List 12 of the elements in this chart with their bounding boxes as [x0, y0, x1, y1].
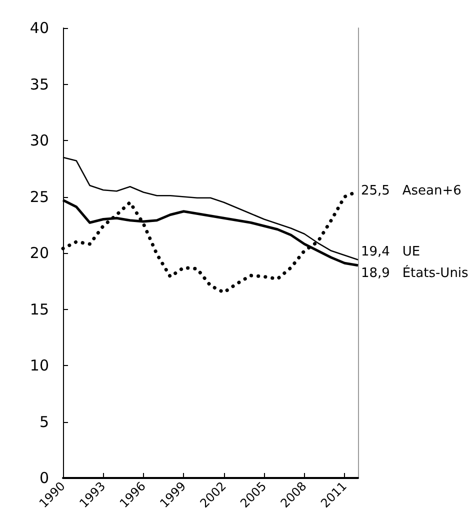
y-tick-label: 10: [30, 356, 49, 375]
y-tick-label: 30: [30, 132, 49, 150]
text: 18,9 États-Unis: [361, 266, 468, 281]
y-tick-label: 20: [30, 244, 49, 262]
y-tick-label: 15: [30, 300, 49, 318]
y-tick-label: 35: [30, 75, 49, 94]
y-tick-label: 5: [39, 412, 49, 431]
y-tick-label: 0: [39, 469, 49, 488]
y-tick-label: 25: [30, 188, 49, 206]
y-tick-label: 40: [30, 19, 49, 37]
text: 25,5 Asean+6: [361, 184, 462, 199]
text: 19,4 UE: [361, 244, 420, 260]
